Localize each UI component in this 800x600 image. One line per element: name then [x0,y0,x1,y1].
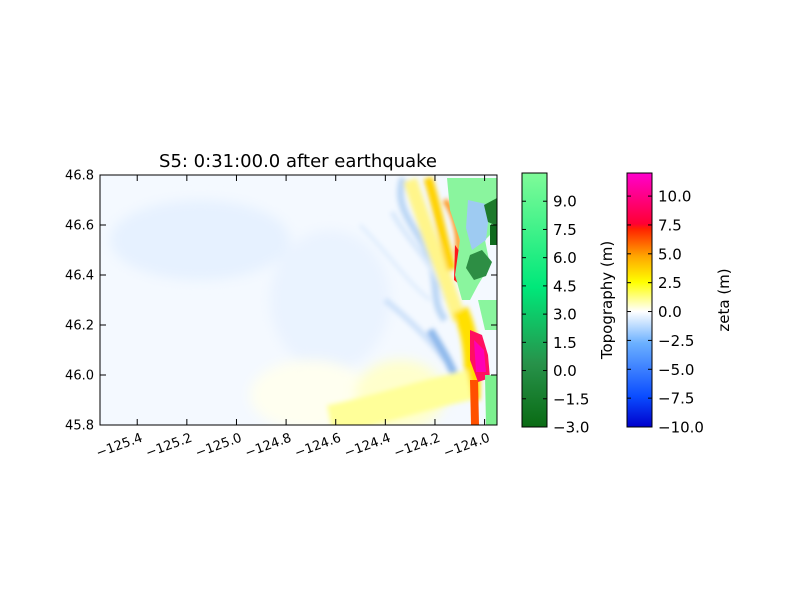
colorbar-tick-label: 7.5 [658,216,682,234]
colorbar-tick-label: 5.0 [658,245,682,263]
zeta-colorbar-label: zeta (m) [715,268,733,331]
colorbar-tick-label: 4.5 [553,277,577,295]
x-tick-label: −125.0 [193,431,243,462]
colorbar-tick-label: 2.5 [658,274,682,292]
colorbar-tick-label: −3.0 [553,419,589,437]
colorbar-tick-label: −1.5 [553,390,589,408]
topography-colorbar-gradient [521,172,548,428]
colorbar-tick-label: −2.5 [658,332,694,350]
x-tick-label: −124.2 [392,431,442,462]
colorbar-tick-label: −7.5 [658,390,694,408]
plot-area [100,175,497,425]
heatmap-field [110,176,497,425]
y-tick-label: 46.4 [65,269,94,284]
zeta-colorbar-ticks: 10.0 7.5 5.0 2.5 0.0 −2.5 −5.0 −7.5 −10.0 [627,188,704,437]
y-tick-label: 46.8 [65,169,94,184]
topography-colorbar-ticks: 9.0 7.5 6.0 4.5 3.0 1.5 0.0 −1.5 −3.0 [522,193,589,437]
y-tick-label: 45.8 [65,419,94,434]
x-tick-label: −125.2 [144,431,194,462]
colorbar-tick-label: 7.5 [553,221,577,239]
x-tick-label: −124.0 [442,431,492,462]
colorbar-tick-label: 9.0 [553,193,577,211]
zeta-colorbar: 10.0 7.5 5.0 2.5 0.0 −2.5 −5.0 −7.5 −10.0 zeta (… [626,172,733,437]
colorbar-tick-label: −10.0 [658,419,704,437]
x-tick-label: −125.4 [94,431,144,462]
y-tick-label: 46.0 [65,369,94,384]
x-tick-label: −124.4 [342,431,392,462]
zeta-colorbar-gradient [626,172,653,428]
plot-frame [99,174,498,426]
topography-colorbar: 9.0 7.5 6.0 4.5 3.0 1.5 0.0 −1.5 −3.0 Topography… [521,172,616,437]
colorbar-tick-label: 1.5 [553,334,577,352]
x-tick-label: −124.6 [293,431,343,462]
colorbar-tick-label: 0.0 [658,303,682,321]
chart-title: S5: 0:31:00.0 after earthquake [159,151,437,172]
topography-colorbar-label: Topography (m) [598,241,616,360]
x-tick-label: −124.8 [243,431,293,462]
y-tick-label: 46.6 [65,219,94,234]
y-axis: 46.8 46.6 46.4 46.2 46.0 45.8 [65,169,497,434]
colorbar-tick-label: 10.0 [658,188,691,206]
colorbar-tick-label: 3.0 [553,306,577,324]
colorbar-tick-label: 6.0 [553,249,577,267]
colorbar-tick-label: −5.0 [658,361,694,379]
y-tick-label: 46.2 [65,319,94,334]
colorbar-tick-label: 0.0 [553,362,577,380]
